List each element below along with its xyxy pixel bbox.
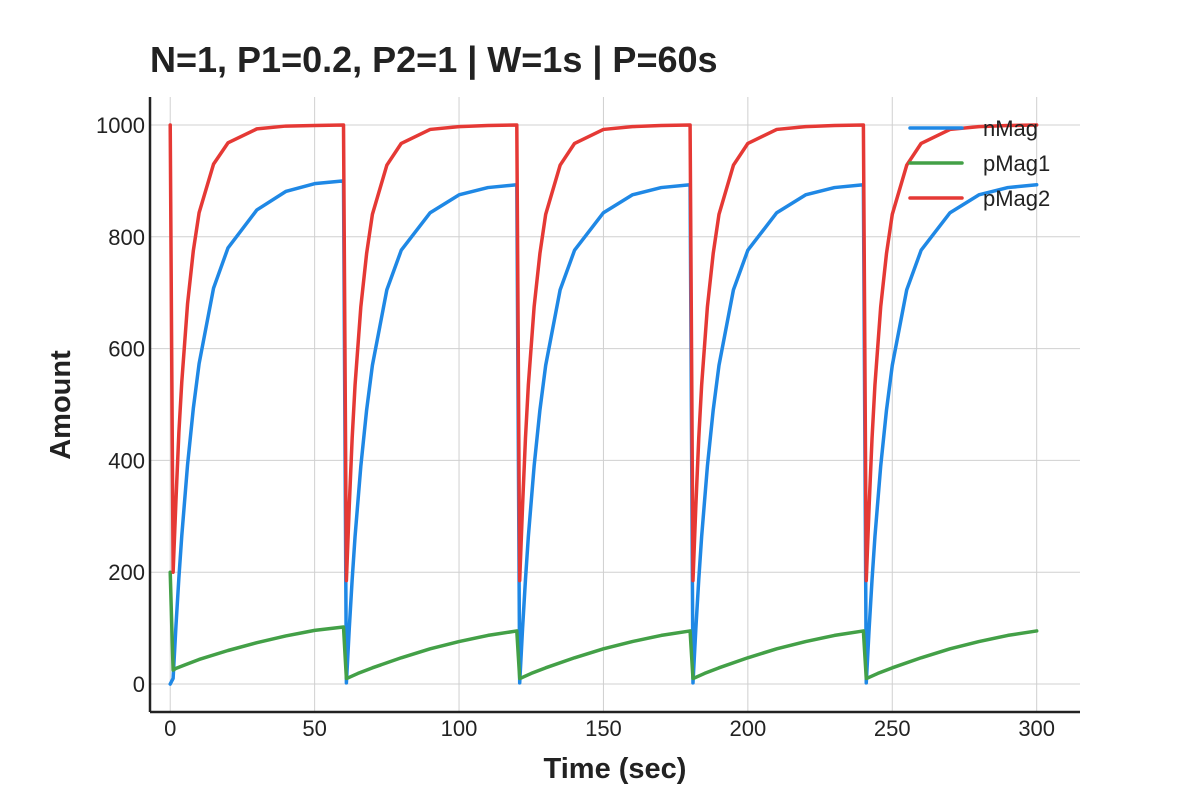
x-tick-labels: 0 50 100 150 200 250 300 [164,716,1055,741]
y-tick-label: 1000 [96,113,145,138]
y-tick-label: 0 [133,672,145,697]
series-lines [168,123,1039,686]
legend-label-pMag1: pMag1 [983,151,1050,176]
legend-label-pMag2: pMag2 [983,186,1050,211]
x-axis-label: Time (sec) [544,753,687,785]
y-tick-label: 200 [108,560,145,585]
chart-title: N=1, P1=0.2, P2=1 | W=1s | P=60s [150,39,718,81]
x-tick-label: 300 [1018,716,1055,741]
y-tick-label: 600 [108,337,145,362]
y-tick-label: 400 [108,448,145,473]
x-tick-label: 200 [729,716,766,741]
x-tick-label: 0 [164,716,176,741]
series-line-pMag2 [168,123,1039,583]
y-axis-label: Amount [45,350,77,460]
x-tick-label: 100 [441,716,478,741]
axes-spines [148,97,1080,714]
series-line-nMag [168,179,1039,686]
x-tick-label: 150 [585,716,622,741]
x-tick-label: 50 [302,716,326,741]
legend: nMag pMag1 pMag2 [908,116,1050,211]
y-tick-label: 800 [108,225,145,250]
x-tick-label: 250 [874,716,911,741]
grid [150,97,1080,712]
series-line-pMag1 [168,570,1039,681]
legend-label-nMag: nMag [983,116,1038,141]
y-tick-labels: 0 200 400 600 800 1000 [96,113,145,697]
